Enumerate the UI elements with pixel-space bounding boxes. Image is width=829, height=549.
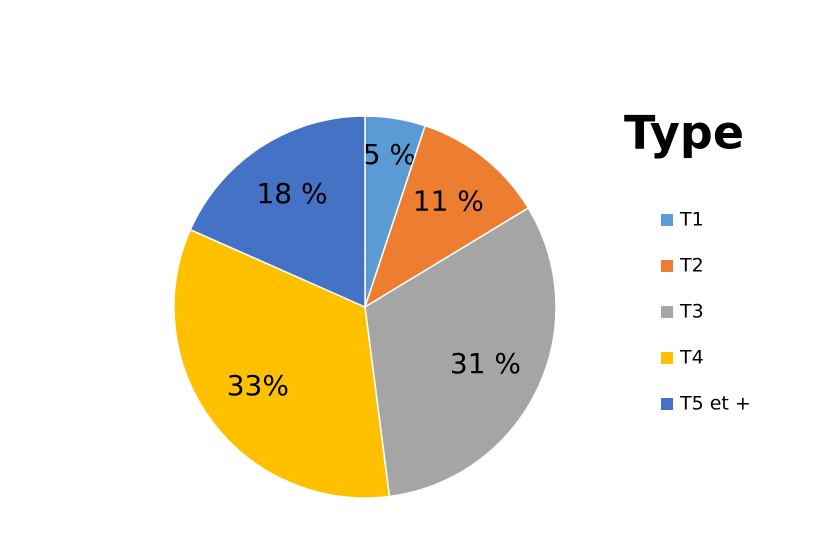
legend-swatch — [661, 214, 673, 226]
data-label: 18 % — [256, 177, 327, 210]
legend-label: T4 — [679, 347, 704, 369]
pie-slice — [173, 228, 391, 499]
pie-slice — [363, 124, 530, 309]
legend-label: T1 — [679, 209, 704, 231]
data-label: 11 % — [413, 184, 484, 217]
legend-label: T5 et + — [679, 393, 751, 415]
legend-label: T3 — [679, 301, 704, 323]
legend-title: Type — [624, 106, 744, 160]
data-label: 5 % — [363, 138, 416, 171]
data-label: 33% — [227, 369, 289, 402]
pie-slice — [189, 115, 366, 309]
data-label: 31 % — [450, 347, 521, 380]
legend-swatch — [661, 352, 673, 364]
pie-slice — [364, 206, 557, 498]
legend-swatch — [661, 398, 673, 410]
legend-swatch — [661, 306, 673, 318]
legend-swatch — [661, 260, 673, 272]
legend-label: T2 — [679, 255, 704, 277]
